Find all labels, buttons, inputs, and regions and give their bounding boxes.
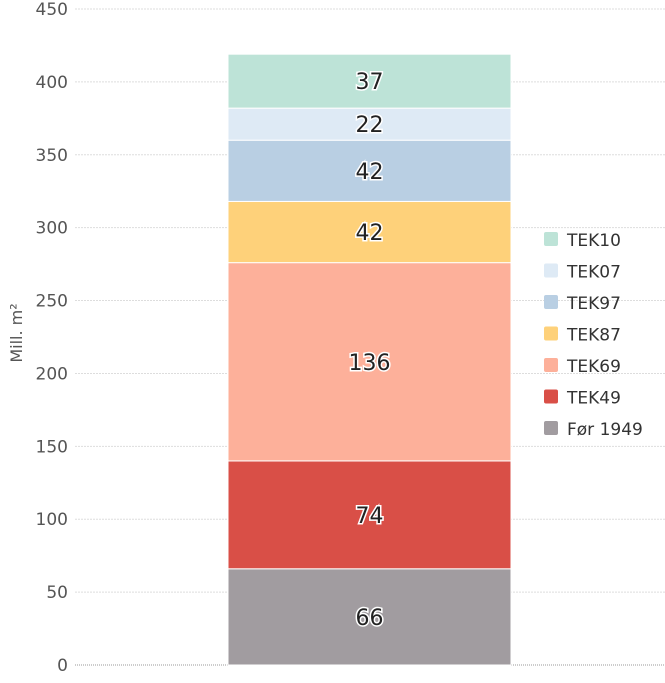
legend-swatch — [544, 263, 558, 278]
bar-segment-tek87 — [227, 200, 512, 264]
data-label: 42 — [356, 221, 384, 246]
y-tick-label: 300 — [36, 219, 68, 239]
data-label: 66 — [356, 606, 384, 631]
bar-segments: 66 74 136 42 42 22 37 — [227, 53, 512, 666]
y-tick-label: 150 — [36, 437, 68, 457]
legend-item: TEK49 — [544, 389, 621, 409]
y-tick-label: 350 — [36, 146, 68, 166]
legend-item: TEK10 — [544, 231, 621, 251]
data-label: 136 — [349, 351, 391, 376]
legend-label: TEK97 — [566, 294, 621, 314]
data-label: 37 — [356, 70, 384, 95]
y-axis-label: Mill. m² — [7, 303, 26, 362]
data-label: 42 — [356, 160, 384, 185]
legend-label: Før 1949 — [567, 420, 643, 440]
y-tick-label: 250 — [36, 292, 68, 312]
legend-item: TEK87 — [544, 326, 621, 346]
legend: TEK10 TEK07 TEK97 TEK87 TEK69 TEK49 Før 1949 — [544, 231, 643, 440]
legend-label: TEK49 — [566, 389, 621, 409]
legend-swatch — [544, 389, 558, 404]
legend-label: TEK69 — [566, 357, 621, 377]
y-tick-label: 400 — [36, 73, 68, 93]
y-tick-label: 50 — [46, 583, 68, 603]
y-tick-label: 450 — [36, 0, 68, 20]
data-label: 22 — [356, 113, 384, 138]
legend-label: TEK87 — [566, 326, 621, 346]
legend-swatch — [544, 358, 558, 372]
bar-segment-før-1949 — [227, 568, 512, 666]
y-tick-label: 100 — [36, 510, 68, 530]
data-label: 74 — [356, 504, 384, 529]
legend-item: TEK07 — [544, 263, 621, 283]
bar-segment-tek97 — [227, 139, 512, 202]
y-tick-label: 0 — [57, 656, 68, 676]
legend-swatch — [544, 232, 558, 246]
legend-swatch — [544, 326, 558, 341]
bar-segment-tek49 — [227, 460, 512, 570]
legend-item: TEK69 — [544, 357, 621, 377]
y-axis: 0 50 100 150 200 250 300 350 400 450 — [36, 0, 68, 676]
bar-segment-tek10 — [227, 53, 512, 109]
legend-item: TEK97 — [544, 294, 621, 314]
bar-segment-tek07 — [227, 107, 512, 141]
legend-swatch — [544, 295, 558, 309]
bar-segment-tek69 — [227, 262, 512, 462]
legend-swatch — [544, 421, 558, 435]
legend-label: TEK07 — [566, 263, 621, 283]
legend-label: TEK10 — [566, 231, 621, 251]
legend-item: Før 1949 — [544, 420, 643, 440]
y-tick-label: 200 — [36, 364, 68, 384]
